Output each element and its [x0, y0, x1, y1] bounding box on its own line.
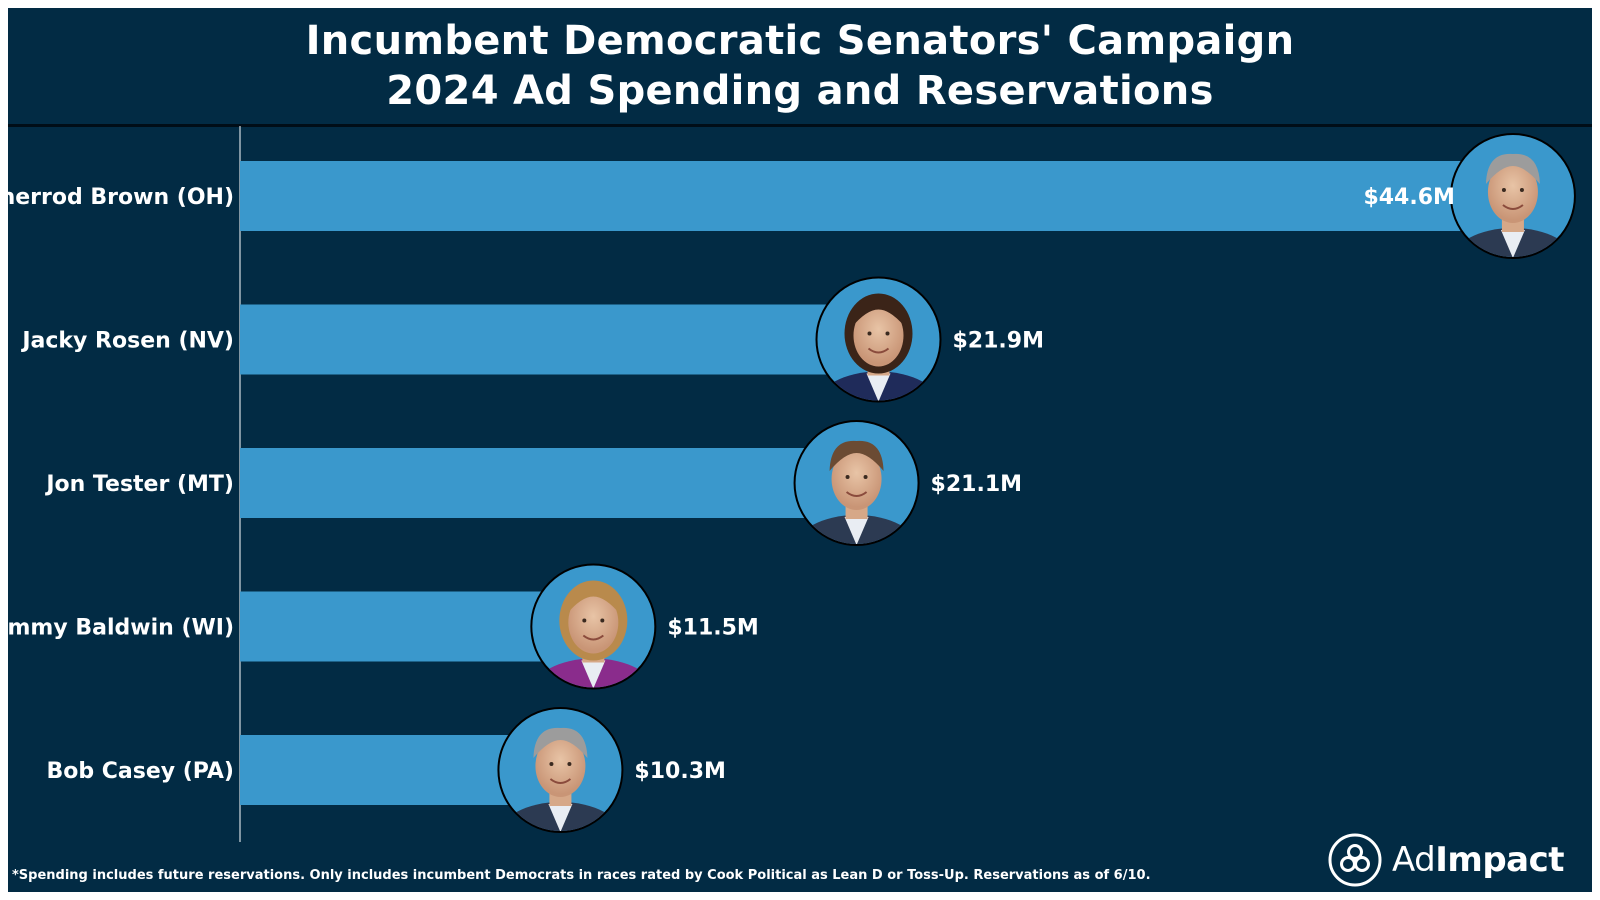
chart-title: Incumbent Democratic Senators' Campaign	[305, 18, 1295, 64]
value-label: $21.9M	[952, 329, 1043, 354]
bar-sherrod-brown-oh	[240, 161, 1463, 231]
bar-jacky-rosen-nv	[240, 304, 841, 375]
footnote: *Spending includes future reservations. …	[12, 868, 1151, 883]
category-label: Jon Tester (MT)	[44, 472, 234, 497]
chart-frame: Incumbent Democratic Senators' Campaign …	[8, 8, 1592, 892]
portrait-jon-tester-mt	[793, 420, 920, 546]
category-label: Bob Casey (PA)	[46, 759, 234, 784]
bar-jon-tester-mt	[240, 448, 819, 518]
category-label: Tammy Baldwin (WI)	[8, 616, 234, 641]
category-label: Sherrod Brown (OH)	[8, 185, 234, 210]
brand-impact: Impact	[1435, 840, 1565, 880]
portrait-tammy-baldwin-wi	[530, 563, 657, 690]
adimpact-logo-icon	[1328, 833, 1382, 887]
value-label: $10.3M	[634, 759, 725, 784]
title-bar: Incumbent Democratic Senators' Campaign …	[8, 8, 1592, 127]
adimpact-logo: AdImpact	[1328, 830, 1565, 890]
portrait-bob-casey-pa	[497, 707, 624, 833]
brand-ad: Ad	[1392, 840, 1436, 880]
value-label: $11.5M	[667, 616, 758, 641]
category-label: Jacky Rosen (NV)	[20, 329, 234, 354]
value-label: $44.6M	[1363, 185, 1454, 210]
portrait-jacky-rosen-nv	[815, 276, 942, 403]
adimpact-wordmark: AdImpact	[1392, 840, 1565, 880]
chart-subtitle: 2024 Ad Spending and Reservations	[386, 68, 1214, 114]
bar-tammy-baldwin-wi	[240, 591, 556, 662]
value-label: $21.1M	[931, 472, 1022, 497]
portrait-sherrod-brown-oh	[1449, 133, 1576, 259]
bar-chart: Sherrod Brown (OH) $44.6M Jacky Rosen (NV)…	[8, 126, 1576, 842]
bar-bob-casey-pa	[240, 735, 523, 805]
